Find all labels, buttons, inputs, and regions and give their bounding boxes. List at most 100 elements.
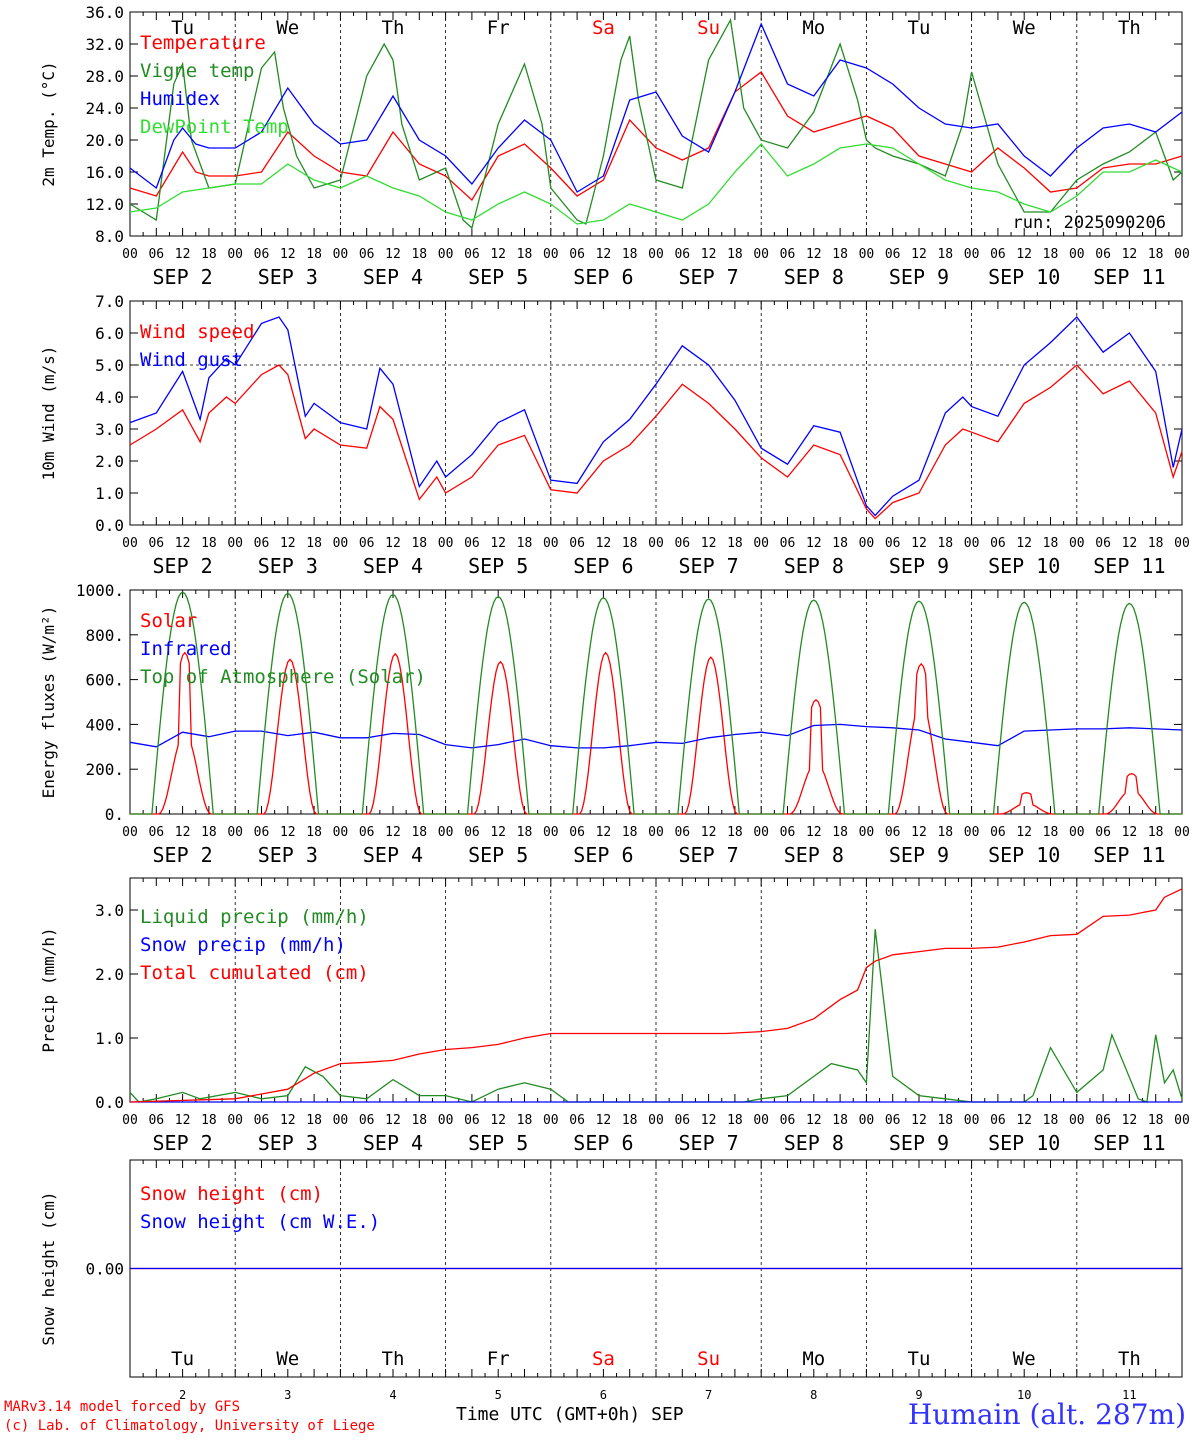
hour-tick-label: 12 bbox=[596, 247, 612, 262]
hour-tick-label: 12 bbox=[490, 1113, 506, 1128]
hour-tick-label: 12 bbox=[1016, 1113, 1032, 1128]
hour-tick-label: 06 bbox=[1095, 825, 1111, 840]
day-number-label: 8 bbox=[810, 1388, 817, 1402]
hour-tick-label: 12 bbox=[490, 536, 506, 551]
date-label: SEP 6 bbox=[573, 843, 633, 867]
hour-tick-label: 00 bbox=[122, 536, 138, 551]
legend-entry: Vigne temp bbox=[140, 60, 254, 82]
hour-tick-label: 18 bbox=[832, 825, 848, 840]
hour-tick-label: 06 bbox=[990, 247, 1006, 262]
date-label: SEP 10 bbox=[988, 265, 1060, 289]
y-axis-title: Energy fluxes (W/m²) bbox=[39, 606, 58, 799]
hour-tick-label: 00 bbox=[648, 536, 664, 551]
series-line-infrared bbox=[129, 723, 1183, 749]
hour-tick-label: 00 bbox=[1174, 1113, 1190, 1128]
y-tick-label: 0.00 bbox=[85, 1260, 124, 1279]
hour-tick-label: 00 bbox=[964, 247, 980, 262]
day-number-label: 5 bbox=[495, 1388, 502, 1402]
y-tick-label: 0. bbox=[105, 805, 124, 824]
hour-tick-label: 18 bbox=[1148, 536, 1164, 551]
date-label: SEP 5 bbox=[468, 1131, 528, 1155]
hour-tick-label: 00 bbox=[1069, 536, 1085, 551]
hour-tick-label: 18 bbox=[306, 536, 322, 551]
credit-line-2: (c) Lab. of Climatology, University of L… bbox=[4, 1418, 375, 1434]
hour-tick-label: 12 bbox=[701, 1113, 717, 1128]
hour-tick-label: 18 bbox=[1043, 1113, 1059, 1128]
y-tick-label: 7.0 bbox=[95, 292, 124, 311]
hour-tick-label: 12 bbox=[1122, 1113, 1138, 1128]
hour-tick-label: 00 bbox=[438, 825, 454, 840]
hour-tick-label: 06 bbox=[464, 247, 480, 262]
date-label: SEP 9 bbox=[889, 843, 949, 867]
date-label: SEP 8 bbox=[784, 1131, 844, 1155]
weekday-label: Th bbox=[382, 1348, 405, 1370]
hour-tick-label: 06 bbox=[885, 1113, 901, 1128]
station-name: Humain (alt. 287m) bbox=[907, 1398, 1186, 1431]
date-label: SEP 7 bbox=[678, 1131, 738, 1155]
hour-tick-label: 06 bbox=[1095, 536, 1111, 551]
weekday-label: We bbox=[1013, 1348, 1036, 1370]
y-tick-label: 200. bbox=[85, 760, 124, 779]
hour-tick-label: 00 bbox=[753, 536, 769, 551]
hour-tick-label: 00 bbox=[1174, 536, 1190, 551]
legend-entry: Temperature bbox=[140, 32, 266, 54]
hour-tick-label: 00 bbox=[753, 247, 769, 262]
y-tick-label: 1.0 bbox=[95, 484, 124, 503]
date-label: SEP 2 bbox=[152, 265, 212, 289]
date-label: SEP 11 bbox=[1093, 554, 1165, 578]
hour-tick-label: 18 bbox=[937, 1113, 953, 1128]
date-label: SEP 10 bbox=[988, 843, 1060, 867]
hour-tick-label: 18 bbox=[517, 1113, 533, 1128]
hour-tick-label: 06 bbox=[674, 825, 690, 840]
hour-tick-label: 12 bbox=[806, 536, 822, 551]
date-label: SEP 6 bbox=[573, 265, 633, 289]
y-axis-title: Snow height (cm) bbox=[39, 1191, 58, 1345]
hour-tick-label: 06 bbox=[148, 247, 164, 262]
hour-tick-label: 00 bbox=[227, 1113, 243, 1128]
hour-tick-label: 00 bbox=[227, 247, 243, 262]
weekday-label: Mo bbox=[802, 17, 825, 39]
hour-tick-label: 06 bbox=[780, 536, 796, 551]
y-tick-label: 8.0 bbox=[95, 227, 124, 246]
hour-tick-label: 18 bbox=[517, 536, 533, 551]
y-tick-label: 12.0 bbox=[85, 195, 124, 214]
legend-entry: Snow height (cm W.E.) bbox=[140, 1211, 380, 1233]
weekday-label: Tu bbox=[171, 17, 194, 39]
date-label: SEP 5 bbox=[468, 265, 528, 289]
hour-tick-label: 18 bbox=[937, 825, 953, 840]
y-tick-label: 800. bbox=[85, 626, 124, 645]
y-tick-label: 600. bbox=[85, 671, 124, 690]
hour-tick-label: 18 bbox=[622, 536, 638, 551]
weekday-label: We bbox=[1013, 17, 1036, 39]
hour-tick-label: 18 bbox=[1043, 247, 1059, 262]
hour-tick-label: 12 bbox=[490, 247, 506, 262]
y-axis-title: Precip (mm/h) bbox=[39, 927, 58, 1052]
hour-tick-label: 06 bbox=[359, 825, 375, 840]
hour-tick-label: 12 bbox=[1122, 536, 1138, 551]
y-tick-label: 24.0 bbox=[85, 99, 124, 118]
hour-tick-label: 18 bbox=[1043, 825, 1059, 840]
date-label: SEP 3 bbox=[258, 554, 318, 578]
date-label: SEP 3 bbox=[258, 265, 318, 289]
hour-tick-label: 00 bbox=[859, 247, 875, 262]
hour-tick-label: 06 bbox=[990, 1113, 1006, 1128]
weekday-label: Sa bbox=[592, 1348, 615, 1370]
date-label: SEP 6 bbox=[573, 554, 633, 578]
hour-tick-label: 06 bbox=[990, 825, 1006, 840]
date-label: SEP 4 bbox=[363, 1131, 423, 1155]
date-label: SEP 7 bbox=[678, 265, 738, 289]
y-tick-label: 1000. bbox=[76, 581, 124, 600]
hour-tick-label: 18 bbox=[727, 1113, 743, 1128]
date-label: SEP 8 bbox=[784, 554, 844, 578]
hour-tick-label: 18 bbox=[937, 247, 953, 262]
hour-tick-label: 12 bbox=[701, 536, 717, 551]
hour-tick-label: 12 bbox=[490, 825, 506, 840]
y-tick-label: 28.0 bbox=[85, 67, 124, 86]
hour-tick-label: 18 bbox=[517, 825, 533, 840]
hour-tick-label: 18 bbox=[1148, 1113, 1164, 1128]
date-label: SEP 10 bbox=[988, 554, 1060, 578]
day-number-label: 6 bbox=[600, 1388, 607, 1402]
weekday-label: Tu bbox=[171, 1348, 194, 1370]
hour-tick-label: 00 bbox=[753, 825, 769, 840]
